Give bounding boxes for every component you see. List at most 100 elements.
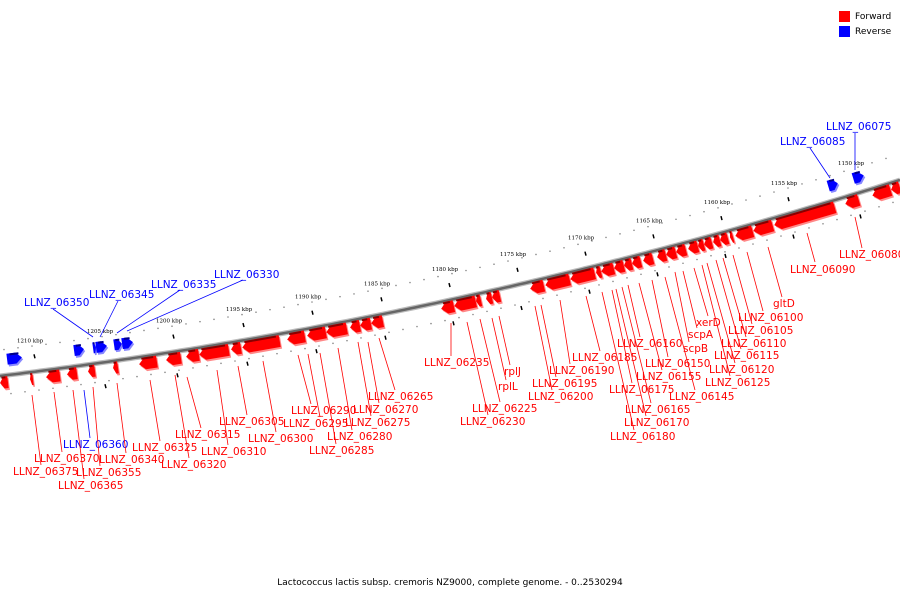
forward-gene	[166, 351, 184, 367]
gene-leader-line	[806, 232, 816, 263]
scale-dot	[171, 325, 173, 327]
gene-label: LLNZ_06275	[345, 417, 410, 429]
gene-leader-line	[611, 289, 633, 384]
reverse-gene	[113, 338, 124, 353]
tick-mark	[246, 361, 249, 366]
forward-gene	[729, 230, 737, 245]
gene-leader-line	[627, 284, 641, 338]
scale-dot	[703, 210, 705, 213]
scale-dot	[864, 210, 866, 212]
tick-mark	[384, 335, 387, 340]
legend-reverse-label: Reverse	[855, 26, 892, 37]
scale-dot	[304, 347, 306, 350]
tick-label: 1165 kbp	[636, 218, 663, 224]
forward-gene	[88, 364, 98, 379]
tick-mark	[787, 196, 790, 202]
gene-label: LLNZ_06300	[248, 433, 313, 445]
forward-gene	[46, 369, 62, 385]
forward-gene	[713, 234, 723, 249]
gene-label: LLNZ_06280	[327, 431, 392, 443]
gene-label: LLNZ_06270	[353, 404, 418, 416]
scale-dot	[647, 225, 649, 228]
scale-dot	[507, 260, 509, 262]
scale-dot	[38, 389, 40, 391]
gene-leader-line	[307, 353, 321, 418]
scale-dot	[619, 233, 621, 235]
forward-gene	[595, 265, 604, 280]
gene-leader-line	[809, 147, 831, 179]
gene-leader-line	[615, 288, 647, 417]
scale-dot	[374, 334, 376, 336]
scale-dot	[3, 348, 5, 351]
gene-label: LLNZ_06310	[201, 446, 266, 458]
tick-mark	[176, 373, 179, 378]
scale-dot	[388, 331, 390, 334]
gene-label: LLNZ_06165	[625, 404, 690, 416]
tick-mark	[315, 349, 318, 354]
gene-leader-line	[126, 279, 244, 332]
scale-dot	[10, 392, 12, 395]
gene-label: LLNZ_06285	[309, 445, 374, 457]
forward-gene	[632, 255, 644, 271]
gene-label: LLNZ_06315	[175, 429, 240, 441]
scale-dot	[220, 362, 222, 365]
tick-mark	[172, 334, 175, 339]
forward-gene	[643, 252, 656, 268]
gene-leader-line	[540, 304, 557, 378]
tick-mark	[859, 214, 862, 219]
scale-dot	[367, 290, 369, 292]
scale-dot	[465, 269, 467, 272]
scale-dot	[479, 266, 481, 269]
gene-label: LLNZ_06370	[34, 453, 99, 465]
tick-mark	[588, 289, 591, 294]
gene-leader-line	[674, 271, 690, 343]
scale-dot	[402, 328, 404, 331]
scale-dot	[514, 304, 516, 306]
scale-dot	[661, 222, 663, 224]
scale-dot	[759, 195, 761, 197]
scale-dot	[59, 341, 61, 344]
scale-dot	[773, 191, 775, 193]
gene-label: gltD	[773, 298, 795, 310]
gene-label: LLNZ_06290	[291, 405, 356, 417]
forward-gene	[872, 184, 894, 202]
scale-dot	[395, 284, 397, 287]
gene-label: LLNZ_06325	[132, 442, 197, 454]
scale-dot	[850, 214, 852, 217]
tick-label: 1210 kbp	[17, 338, 44, 344]
gene-leader-line	[854, 216, 863, 249]
reverse-gene	[851, 170, 866, 186]
gene-label: LLNZ_06345	[89, 289, 154, 301]
gene-label: LLNZ_06375	[13, 466, 78, 478]
gene-leader-line	[174, 374, 190, 459]
gene-label: LLNZ_06170	[624, 417, 689, 429]
scale-dot	[213, 318, 215, 321]
forward-gene	[720, 232, 731, 247]
gene-label: scpB	[683, 343, 708, 355]
gene-label: LLNZ_06150	[645, 358, 710, 370]
gene-leader-line	[149, 379, 161, 442]
reverse-gene	[6, 352, 24, 367]
scale-dot	[500, 307, 502, 310]
gene-leader-line	[651, 279, 669, 358]
gene-label: LLNZ_06120	[709, 364, 774, 376]
gene-leader-line	[237, 365, 248, 416]
scale-dot	[157, 327, 159, 330]
gene-label: LLNZ_06350	[24, 297, 89, 309]
tick-mark	[584, 251, 587, 256]
gene-leader-line	[367, 341, 380, 404]
tick-label: 1205 kbp	[87, 329, 114, 335]
gene-label: LLNZ_06155	[636, 371, 701, 383]
scale-dot	[227, 316, 229, 318]
gene-leader-line	[186, 376, 202, 429]
scale-dot	[73, 339, 75, 342]
tick-mark	[311, 310, 314, 315]
tick-label: 1190 kbp	[295, 295, 322, 301]
gene-label: LLNZ_06340	[99, 454, 164, 466]
forward-gene	[570, 267, 598, 286]
scale-dot	[892, 201, 894, 204]
scale-dot	[486, 310, 488, 313]
forward-gene	[676, 243, 689, 259]
scale-dot	[101, 335, 103, 338]
gene-leader-line	[53, 391, 63, 453]
